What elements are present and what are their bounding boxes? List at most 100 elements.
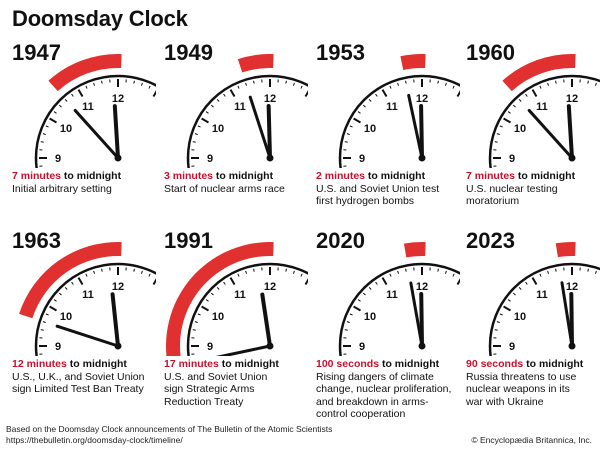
clock-numeral: 11 [234,101,246,113]
clock-numeral: 10 [60,123,72,135]
hour-tick [353,305,362,312]
time-remaining-arc [400,54,426,70]
clock-numeral: 9 [509,153,515,165]
minute-tick [587,268,589,272]
minute-tick [216,98,220,102]
clock-hub [114,154,122,162]
minute-tick [539,273,542,277]
minute-tick [210,292,214,296]
time-to-midnight: 90 seconds to midnight [466,358,600,371]
minute-tick [389,85,392,89]
minute-tick [507,299,511,302]
clock-rim [488,74,600,168]
minute-tick [237,273,240,277]
hour-tick [49,305,58,312]
time-suffix: to midnight [523,358,584,370]
minute-tick [148,273,151,277]
minute-hand [527,108,574,160]
minute-tick [445,82,447,86]
clock-numeral: 11 [234,289,246,301]
time-value: 100 seconds [316,358,380,370]
time-value: 17 minutes [164,358,219,370]
time-remaining-arc [19,242,122,319]
clock-numeral: 10 [514,123,526,135]
page-title: Doomsday Clock [12,6,188,31]
minute-tick [375,281,378,285]
clock-numeral: 11 [82,101,94,113]
minute-tick [42,321,46,323]
time-value: 7 minutes [12,170,62,182]
minute-tick [547,270,549,274]
minute-tick [397,82,399,86]
source-line: Based on the Doomsday Clock announcement… [6,424,333,434]
minute-tick [555,80,557,84]
minute-tick [368,286,372,290]
minute-tick [53,111,57,114]
clock-panel-2023: 9 10 11 12 2023 90 seconds to midnight Russia … [462,228,600,428]
minute-tick [405,268,407,272]
time-remaining-arc [166,242,274,356]
hour-tick [531,277,538,286]
clock-numeral: 9 [207,341,213,353]
clock-face-1953: 9 10 11 12 [338,54,460,168]
minute-tick [64,286,68,290]
minute-tick [210,104,214,108]
minute-tick [344,141,348,143]
minute-tick [293,82,295,86]
description-line: war with Ukraine [466,395,544,408]
minute-tick [496,133,500,135]
minute-tick [437,80,439,84]
caption: 7 minutes to midnight U.S. nuclear testin… [466,170,600,208]
clock-numeral: 11 [536,101,548,113]
description-line: sign Strategic Arms [164,383,255,395]
minute-hand [73,108,120,160]
minute-tick [499,125,503,128]
clock-numeral: 12 [112,93,124,105]
hour-tick [201,305,210,312]
clock-numeral: 10 [60,311,72,323]
minute-tick [216,286,220,290]
clock-face-1947: 9 10 11 12 [34,54,156,168]
hour-tick [304,278,308,286]
minute-tick [389,273,392,277]
minute-tick [452,85,455,89]
minute-tick [101,80,103,84]
minute-tick [194,321,198,323]
clock-numeral: 12 [416,93,428,105]
year-label: 1949 [164,40,213,65]
description-line: Rising dangers of climate [316,370,434,383]
minute-tick [237,85,240,89]
time-to-midnight: 12 minutes to midnight [12,358,152,371]
minute-tick [494,141,498,143]
description-line: U.S. and Soviet Union [164,370,268,383]
source-url: https://thebulletin.org/doomsday-clock/t… [6,435,183,445]
clock-rim [186,262,308,356]
clock-numeral: 9 [359,153,365,165]
hour-tick [503,305,512,312]
minute-tick [194,133,198,135]
hour-tick [229,277,236,286]
time-to-midnight: 17 minutes to midnight [164,358,304,371]
time-suffix: to midnight [515,170,576,182]
clock-panel-1991: 9 10 11 12 1991 17 minutes to midnight U.S. an… [160,228,308,428]
minute-tick [58,104,62,108]
minute-tick [375,93,378,97]
minute-tick [362,104,366,108]
hour-tick [381,277,388,286]
clock-numeral: 9 [509,341,515,353]
time-to-midnight: 100 seconds to midnight [316,358,456,371]
time-value: 2 minutes [316,170,366,182]
minute-tick [518,286,522,290]
minute-tick [85,273,88,277]
clock-numeral: 10 [514,311,526,323]
clock-face-2023: 9 10 11 12 [488,242,600,356]
clock-rim [34,74,156,168]
minute-tick [42,133,46,135]
hour-hand [112,104,120,160]
time-value: 12 minutes [12,358,67,370]
minute-hand [407,93,424,160]
time-value: 7 minutes [466,170,516,182]
minute-hand [215,344,272,356]
description-line: change, nuclear proliferation, [316,383,452,395]
minute-tick [300,273,303,277]
